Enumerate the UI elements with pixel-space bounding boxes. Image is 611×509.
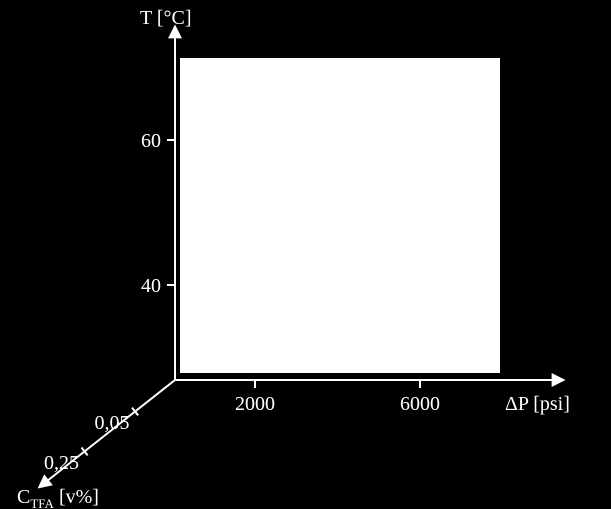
x-tick-label: 6000 <box>400 393 440 415</box>
3d-axes-plot: T [°C] 40 60 ΔP [psi] 2000 6000 0,05 0,25 CTFA [… <box>0 0 611 509</box>
z-tick-label: 0,25 <box>44 452 79 474</box>
z-tick-label: 0,05 <box>94 412 129 434</box>
x-tick-label: 2000 <box>235 393 275 415</box>
y-axis-label: T [°C] <box>140 7 192 29</box>
x-axis-label: ΔP [psi] <box>505 393 570 415</box>
plot-face <box>180 58 500 373</box>
y-tick-label: 40 <box>141 275 161 297</box>
y-tick-label: 60 <box>141 130 161 152</box>
z-axis-label: CTFA [v%] <box>17 486 99 509</box>
